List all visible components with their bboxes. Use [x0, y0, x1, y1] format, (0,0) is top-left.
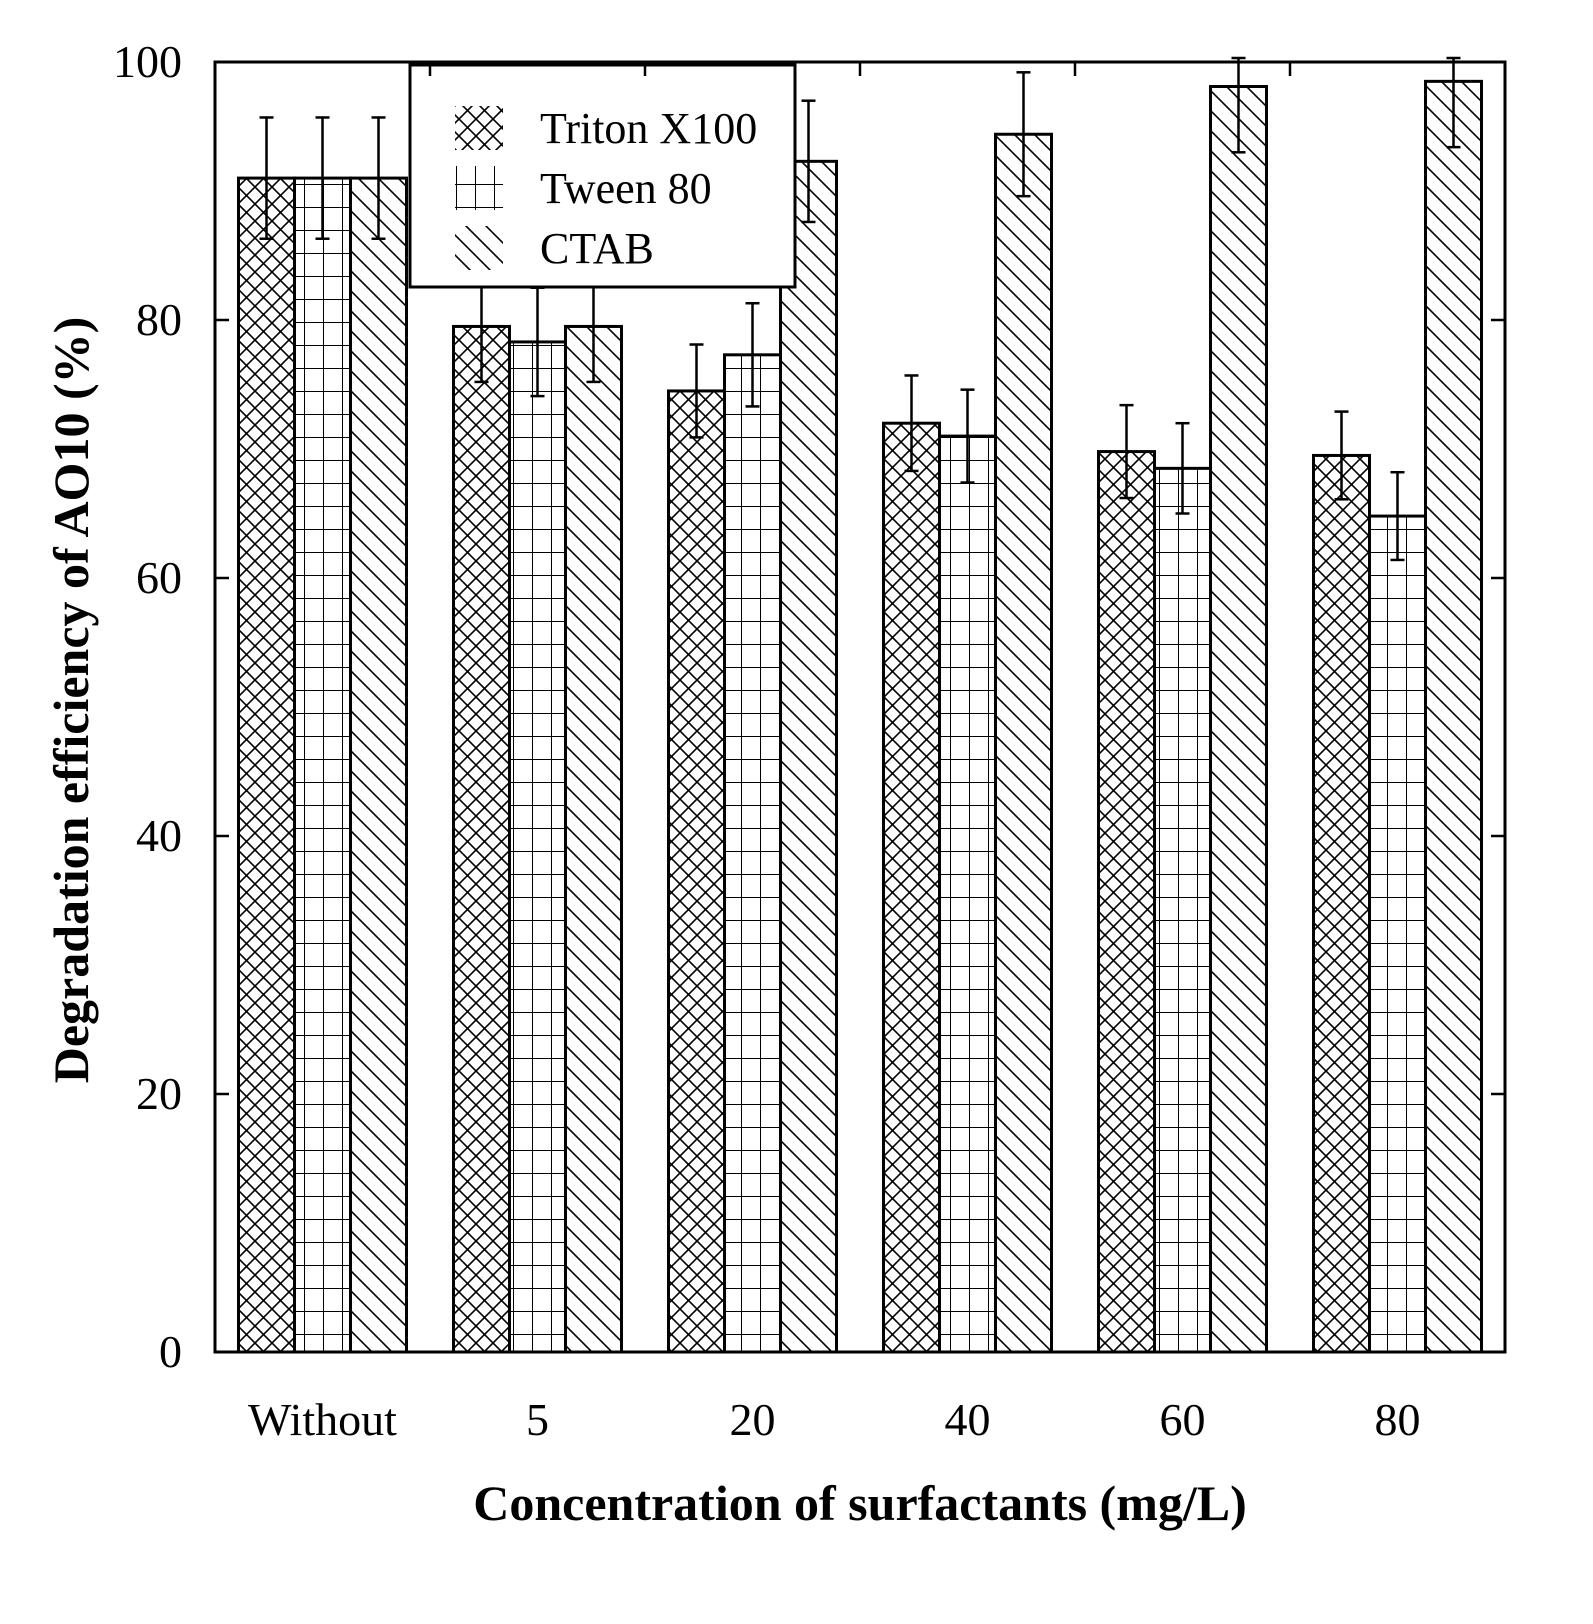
- bar-tween-80-5: [508, 340, 567, 1354]
- error-bar-ctab-60: [1231, 56, 1246, 154]
- y-tick-label: 0: [159, 1326, 182, 1377]
- legend: Triton X100 Tween 80 CTAB: [408, 63, 797, 289]
- axis-layer: Without 5 20 40 60 80 0 20 40 60 80 100: [113, 36, 1505, 1445]
- error-bar-tween-80-60: [1175, 421, 1190, 515]
- error-bar-triton-x100-80: [1334, 410, 1349, 501]
- x-tick-label: 5: [526, 1394, 549, 1445]
- error-bar-tween-80-80: [1390, 470, 1405, 562]
- error-bar-triton-x100-60: [1119, 403, 1134, 500]
- y-tick-label: 20: [136, 1068, 182, 1119]
- legend-item-ctab: CTAB: [455, 224, 654, 273]
- error-bar-ctab-20: [801, 99, 816, 224]
- legend-item-tween-80: Tween 80: [455, 164, 712, 213]
- legend-label: CTAB: [540, 224, 654, 273]
- legend-swatch: [455, 226, 503, 270]
- bar-tween-80-40: [938, 434, 997, 1354]
- y-axis-title: Degradation efficiency of AO10 (%): [43, 317, 99, 1084]
- x-axis-title: Concentration of surfactants (mg/L): [473, 1475, 1247, 1531]
- error-bar-tween-80-without: [315, 116, 330, 240]
- error-bar-tween-80-40: [960, 388, 975, 484]
- error-bars-layer: [259, 56, 1461, 562]
- legend-swatch: [455, 166, 503, 210]
- bar-tween-80-80: [1368, 514, 1427, 1354]
- x-tick-label: 20: [730, 1394, 776, 1445]
- bar-triton-x100-60: [1097, 450, 1156, 1354]
- bar-triton-x100-5: [452, 324, 511, 1354]
- legend-label: Triton X100: [540, 104, 757, 153]
- bar-ctab-20: [779, 159, 838, 1354]
- y-tick-label: 40: [136, 810, 182, 861]
- bar-tween-80-without: [293, 176, 352, 1354]
- bar-tween-80-20: [723, 353, 782, 1354]
- x-tick-label: 60: [1160, 1394, 1206, 1445]
- bar-triton-x100-40: [882, 421, 941, 1354]
- bar-triton-x100-without: [237, 176, 296, 1354]
- bar-ctab-80: [1424, 79, 1483, 1354]
- bar-ctab-40: [994, 132, 1053, 1354]
- y-tick-label: 80: [136, 294, 182, 345]
- error-bar-triton-x100-without: [259, 116, 274, 240]
- bar-tween-80-60: [1153, 466, 1212, 1354]
- bar-ctab-without: [349, 176, 408, 1354]
- x-tick-label: Without: [248, 1394, 397, 1445]
- error-bar-ctab-without: [371, 116, 386, 240]
- bar-triton-x100-20: [667, 389, 726, 1354]
- legend-swatch: [455, 106, 503, 150]
- error-bar-tween-80-20: [745, 301, 760, 408]
- x-tick-label: 40: [945, 1394, 991, 1445]
- bar-triton-x100-80: [1312, 453, 1371, 1354]
- error-bar-ctab-40: [1016, 71, 1031, 198]
- x-tick-label: 80: [1375, 1394, 1421, 1445]
- legend-item-triton-x100: Triton X100: [455, 104, 757, 153]
- y-tick-label: 60: [136, 552, 182, 603]
- y-tick-label: 100: [113, 36, 182, 87]
- bar-ctab-5: [564, 324, 623, 1354]
- legend-label: Tween 80: [540, 164, 712, 213]
- error-bar-ctab-80: [1446, 56, 1461, 149]
- error-bar-triton-x100-20: [689, 343, 704, 439]
- error-bar-triton-x100-40: [904, 374, 919, 473]
- bar-ctab-60: [1209, 85, 1268, 1354]
